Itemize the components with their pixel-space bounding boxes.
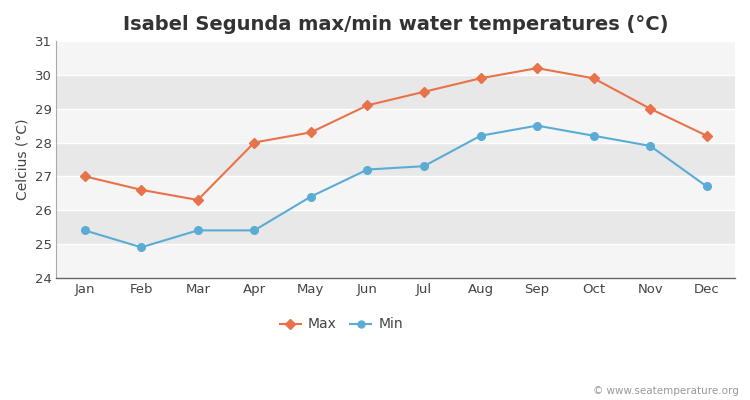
Max [250, 140, 259, 145]
Min [250, 228, 259, 233]
Max [136, 188, 146, 192]
Min [80, 228, 89, 233]
Max [419, 90, 428, 94]
Min [532, 123, 542, 128]
Line: Min: Min [81, 122, 710, 251]
Line: Max: Max [81, 64, 710, 204]
Y-axis label: Celcius (°C): Celcius (°C) [15, 119, 29, 200]
Max [532, 66, 542, 70]
Min [307, 194, 316, 199]
Min [419, 164, 428, 168]
Max [590, 76, 598, 81]
Min [590, 133, 598, 138]
Title: Isabel Segunda max/min water temperatures (°C): Isabel Segunda max/min water temperature… [123, 15, 668, 34]
Min [702, 184, 711, 189]
Max [646, 106, 655, 111]
Min [136, 245, 146, 250]
Max [702, 133, 711, 138]
Max [194, 198, 202, 202]
Bar [56, 142, 735, 176]
Bar [56, 210, 735, 244]
Max [476, 76, 485, 81]
Bar [56, 244, 735, 278]
Max [80, 174, 89, 179]
Text: © www.seatemperature.org: © www.seatemperature.org [592, 386, 739, 396]
Bar [56, 109, 735, 142]
Bar [56, 41, 735, 75]
Min [194, 228, 202, 233]
Min [646, 144, 655, 148]
Max [307, 130, 316, 135]
Legend: Max, Min: Max, Min [274, 312, 409, 337]
Min [476, 133, 485, 138]
Bar [56, 176, 735, 210]
Bar [56, 75, 735, 109]
Max [363, 103, 372, 108]
Min [363, 167, 372, 172]
